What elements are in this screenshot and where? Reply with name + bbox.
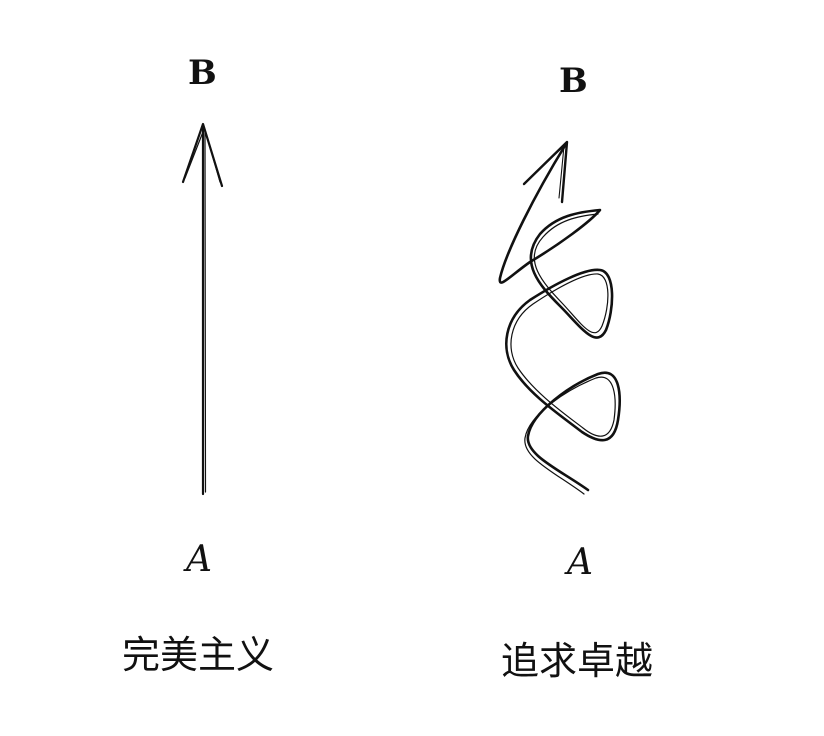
winding-arrow-line-double — [510, 213, 616, 495]
right-point-a-label: A — [567, 542, 593, 583]
right-caption: 追求卓越 — [501, 639, 654, 683]
left-caption: 完美主义 — [122, 633, 275, 677]
straight-arrow — [181, 122, 224, 496]
winding-arrow — [498, 140, 621, 495]
left-point-a-label: A — [186, 539, 212, 580]
straight-arrow-shaft-double — [204, 129, 207, 493]
right-point-b-label: B — [559, 61, 588, 101]
winding-arrow-head-double — [526, 145, 565, 199]
left-point-b-label: B — [188, 53, 217, 93]
winding-arrow-line — [498, 142, 621, 492]
straight-arrow-head-double — [184, 127, 221, 183]
